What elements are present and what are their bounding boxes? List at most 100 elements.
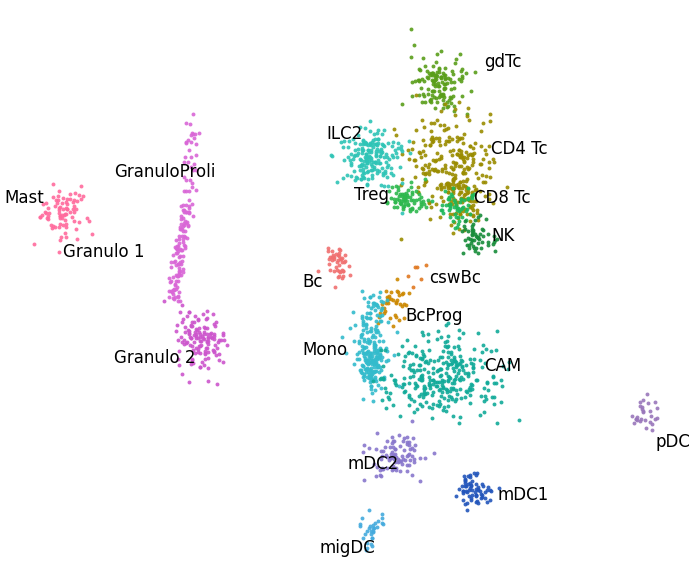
Point — [445, 189, 456, 199]
Point — [181, 207, 192, 216]
Point — [426, 390, 438, 400]
Point — [458, 190, 470, 200]
Point — [211, 350, 222, 359]
Text: cswBc: cswBc — [429, 269, 482, 287]
Point — [396, 459, 407, 468]
Point — [453, 145, 464, 155]
Point — [378, 181, 389, 190]
Point — [374, 166, 385, 175]
Point — [362, 364, 373, 373]
Point — [384, 313, 395, 323]
Point — [363, 336, 374, 346]
Point — [365, 382, 377, 391]
Point — [444, 192, 455, 201]
Point — [397, 189, 408, 199]
Point — [190, 348, 201, 357]
Point — [371, 353, 382, 362]
Point — [365, 348, 376, 357]
Point — [71, 234, 83, 244]
Point — [480, 345, 491, 354]
Point — [394, 199, 405, 208]
Point — [459, 478, 470, 487]
Point — [463, 188, 474, 197]
Point — [484, 495, 496, 504]
Text: NK: NK — [491, 228, 514, 245]
Point — [384, 455, 395, 464]
Point — [444, 199, 456, 208]
Point — [489, 232, 500, 241]
Point — [174, 234, 185, 244]
Point — [364, 374, 375, 383]
Point — [398, 192, 409, 201]
Point — [368, 130, 379, 139]
Point — [650, 414, 661, 423]
Point — [651, 403, 662, 412]
Point — [383, 160, 394, 170]
Point — [363, 302, 374, 311]
Point — [172, 296, 183, 306]
Point — [435, 206, 447, 215]
Point — [359, 365, 370, 374]
Point — [460, 204, 471, 214]
Point — [434, 365, 445, 374]
Point — [435, 90, 447, 100]
Point — [460, 476, 471, 485]
Point — [193, 327, 204, 336]
Point — [349, 139, 360, 148]
Point — [186, 354, 197, 364]
Point — [205, 329, 216, 338]
Point — [372, 361, 384, 370]
Point — [419, 453, 430, 462]
Point — [176, 317, 188, 326]
Point — [441, 102, 452, 112]
Point — [337, 142, 349, 151]
Point — [183, 307, 195, 316]
Point — [178, 339, 189, 348]
Point — [424, 197, 435, 207]
Point — [334, 245, 345, 255]
Point — [402, 192, 413, 201]
Point — [186, 200, 197, 209]
Point — [462, 165, 473, 174]
Point — [364, 521, 375, 530]
Point — [423, 195, 434, 204]
Point — [636, 402, 648, 412]
Point — [363, 371, 374, 380]
Point — [363, 523, 374, 532]
Point — [193, 314, 204, 324]
Point — [365, 529, 377, 538]
Point — [174, 296, 186, 306]
Point — [393, 349, 404, 358]
Point — [46, 223, 57, 233]
Point — [399, 445, 410, 454]
Point — [463, 370, 474, 379]
Point — [457, 153, 468, 162]
Point — [449, 197, 460, 207]
Point — [457, 193, 468, 203]
Point — [452, 203, 463, 212]
Point — [401, 452, 412, 461]
Point — [379, 384, 391, 393]
Point — [412, 182, 423, 191]
Point — [404, 401, 415, 410]
Point — [434, 140, 445, 149]
Point — [360, 320, 371, 329]
Point — [419, 122, 430, 131]
Point — [176, 211, 187, 221]
Point — [447, 69, 458, 79]
Point — [356, 144, 368, 153]
Point — [460, 181, 471, 190]
Point — [444, 204, 455, 213]
Point — [52, 191, 63, 200]
Point — [169, 281, 181, 290]
Point — [64, 190, 76, 199]
Point — [363, 346, 374, 355]
Point — [377, 147, 388, 156]
Point — [172, 354, 183, 364]
Text: gdTc: gdTc — [484, 53, 522, 71]
Point — [383, 356, 394, 365]
Point — [427, 368, 438, 378]
Point — [401, 433, 412, 442]
Point — [398, 437, 409, 446]
Point — [435, 185, 447, 194]
